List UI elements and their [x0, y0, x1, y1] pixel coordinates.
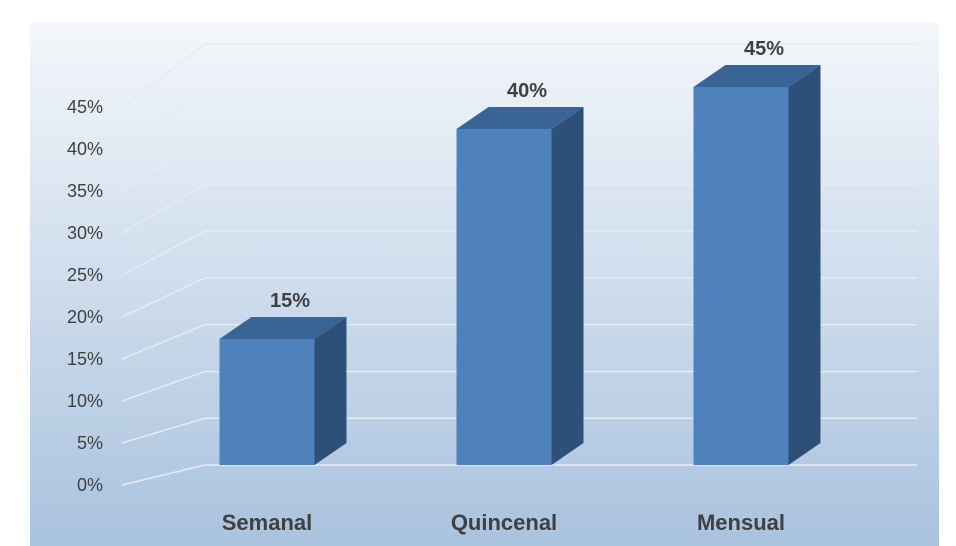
bar-quincenal: [456, 107, 584, 465]
data-label: 45%: [744, 38, 784, 60]
bar-front-face: [693, 87, 789, 465]
gridline-diagonal: [121, 230, 206, 276]
gridline-diagonal: [121, 464, 206, 486]
y-tick-label: 15%: [67, 349, 103, 369]
bar-top-face: [219, 317, 347, 339]
bars: [219, 65, 821, 465]
x-axis-category-labels: Semanal Quincenal Mensual: [222, 510, 785, 535]
x-category-label: Mensual: [697, 510, 785, 535]
gridline-diagonal: [121, 277, 206, 318]
bar-side-face: [551, 107, 584, 465]
bar-top-face: [693, 65, 821, 87]
y-tick-label: 40%: [67, 139, 103, 159]
gridline-diagonal: [121, 183, 206, 234]
data-label: 40%: [507, 80, 547, 102]
data-labels: 15% 40% 45%: [270, 38, 784, 312]
y-tick-label: 5%: [77, 433, 103, 453]
gridline-diagonal: [121, 136, 206, 192]
gridline-diagonal: [121, 370, 206, 402]
y-axis-tick-labels: 0% 5% 10% 15% 20% 25% 30% 35% 40% 45%: [67, 97, 103, 495]
gridline-diagonal: [121, 90, 206, 150]
x-category-label: Quincenal: [451, 510, 557, 535]
bar-side-face: [314, 317, 347, 465]
y-tick-label: 25%: [67, 265, 103, 285]
bar-top-face: [456, 107, 584, 129]
y-tick-label: 35%: [67, 181, 103, 201]
y-tick-label: 20%: [67, 307, 103, 327]
gridline-diagonal: [121, 323, 206, 360]
gridline-diagonal: [121, 43, 206, 108]
bar-front-face: [456, 129, 552, 465]
y-tick-label: 10%: [67, 391, 103, 411]
gridline-diagonal: [121, 417, 206, 444]
x-category-label: Semanal: [222, 510, 313, 535]
bar-front-face: [219, 339, 315, 465]
bar-mensual: [693, 65, 821, 465]
bar-semanal: [219, 317, 347, 465]
y-tick-label: 45%: [67, 97, 103, 117]
bar-side-face: [788, 65, 821, 465]
y-tick-label: 0%: [77, 475, 103, 495]
data-label: 15%: [270, 290, 310, 312]
y-tick-label: 30%: [67, 223, 103, 243]
